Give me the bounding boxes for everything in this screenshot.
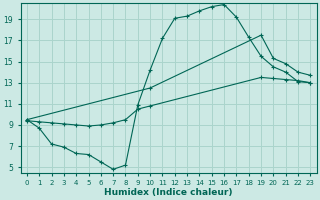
X-axis label: Humidex (Indice chaleur): Humidex (Indice chaleur) [104,188,233,197]
